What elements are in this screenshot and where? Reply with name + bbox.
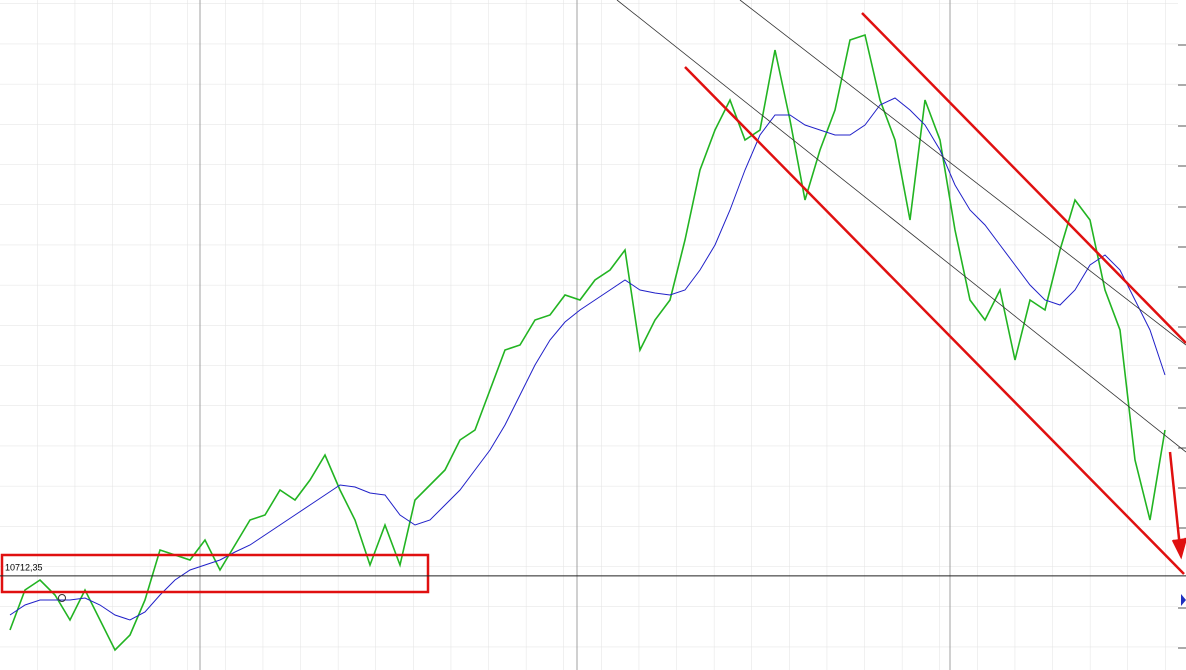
price-line [9, 97, 1166, 621]
axis-ticks [1178, 44, 1186, 649]
price-marker [1181, 594, 1186, 606]
price-line [9, 33, 1166, 652]
channel-lines [616, 0, 1186, 453]
series-layer [9, 33, 1166, 652]
trend-lines [0, 12, 1186, 594]
reference-label: 10712,35 [5, 562, 43, 572]
cursor [58, 594, 66, 602]
